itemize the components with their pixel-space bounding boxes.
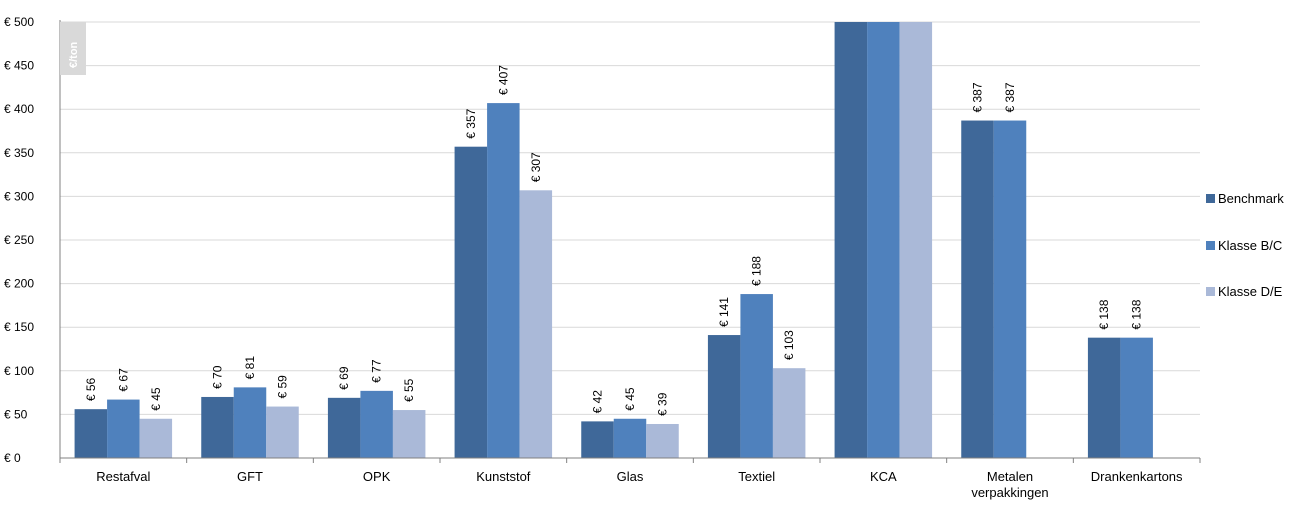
axes: € 0 € 50 € 100 € 150 € 200 € 250 € 300 € 350 € 4…: [4, 15, 1201, 500]
data-label: € 188: [750, 256, 764, 286]
data-label: € 81: [243, 356, 257, 380]
x-tick-label: KCA: [870, 469, 897, 484]
y-tick-label: € 100: [4, 364, 34, 378]
data-label: € 45: [149, 387, 163, 411]
legend-label: Klasse B/C: [1218, 238, 1282, 253]
bar: [993, 120, 1027, 458]
data-label: € 59: [276, 375, 290, 399]
bar: [740, 294, 773, 458]
bar: [646, 423, 679, 458]
bar: [454, 146, 488, 459]
bar: [613, 418, 647, 458]
legend-swatch: [1206, 194, 1215, 203]
y-tick-label: € 300: [4, 189, 34, 203]
data-labels: € 56 € 70 € 69 € 357 € 42 € 141 € 387 € 138 € 67…: [84, 65, 1144, 416]
data-label: € 77: [370, 359, 384, 383]
data-label: € 357: [464, 108, 478, 138]
data-label: € 70: [211, 365, 225, 389]
bar: [834, 22, 868, 458]
x-tick-label: GFT: [237, 469, 263, 484]
data-label: € 138: [1097, 299, 1111, 329]
bar: [519, 190, 553, 458]
bar: [327, 397, 361, 458]
data-label: € 141: [717, 297, 731, 327]
y-tick-label: € 450: [4, 59, 34, 73]
data-label: € 67: [116, 368, 130, 392]
y-tick-label: € 500: [4, 15, 34, 29]
bar: [392, 410, 426, 458]
data-label: € 387: [1003, 82, 1017, 112]
data-label: € 39: [656, 392, 670, 416]
bar: [772, 368, 806, 458]
x-tick-label: Drankenkartons: [1091, 469, 1183, 484]
x-tick-label: Metalen verpakkingen: [971, 469, 1048, 500]
data-label: € 55: [402, 378, 416, 402]
bars: [74, 22, 1153, 459]
data-label: € 407: [496, 65, 510, 95]
data-label: € 103: [782, 330, 796, 360]
legend-swatch: [1206, 287, 1215, 296]
bar: [107, 399, 140, 458]
y-tick-label: € 200: [4, 277, 34, 291]
legend-label: Klasse D/E: [1218, 284, 1283, 299]
bar: [961, 120, 994, 458]
unit-label: €/ton: [68, 41, 80, 68]
legend: Benchmark Klasse B/C Klasse D/E: [1206, 191, 1284, 299]
data-label: € 56: [84, 377, 98, 401]
y-tick-label: € 50: [4, 407, 28, 421]
bar: [266, 406, 299, 458]
bar: [74, 409, 108, 458]
legend-label: Benchmark: [1218, 191, 1284, 206]
bar: [360, 390, 393, 458]
gridlines: [60, 21, 1200, 415]
bar: [867, 22, 900, 458]
bar: [581, 421, 614, 458]
data-label: € 138: [1130, 299, 1144, 329]
bar: [1120, 337, 1153, 458]
bar: [201, 396, 234, 458]
bar: [139, 418, 173, 458]
data-label: € 45: [623, 387, 637, 411]
data-label: € 307: [529, 152, 543, 182]
bar: [487, 103, 520, 458]
y-tick-label: € 250: [4, 233, 34, 247]
unit-badge: €/ton: [60, 22, 86, 75]
y-tick-label: € 0: [4, 451, 21, 465]
bar: [899, 22, 933, 458]
x-tick-label: Glas: [617, 469, 644, 484]
bar: [233, 387, 267, 458]
x-tick-label: Kunststof: [476, 469, 531, 484]
y-tick-label: € 400: [4, 102, 34, 116]
data-label: € 69: [337, 366, 351, 390]
legend-swatch: [1206, 241, 1215, 250]
bar: [707, 335, 741, 458]
y-tick-label: € 150: [4, 320, 34, 334]
x-tick-label: Textiel: [738, 469, 775, 484]
x-tick-label: Restafval: [96, 469, 150, 484]
x-tick-label: OPK: [363, 469, 391, 484]
data-label: € 42: [591, 390, 605, 414]
bar: [1087, 337, 1121, 458]
data-label: € 387: [971, 82, 985, 112]
y-tick-label: € 350: [4, 146, 34, 160]
